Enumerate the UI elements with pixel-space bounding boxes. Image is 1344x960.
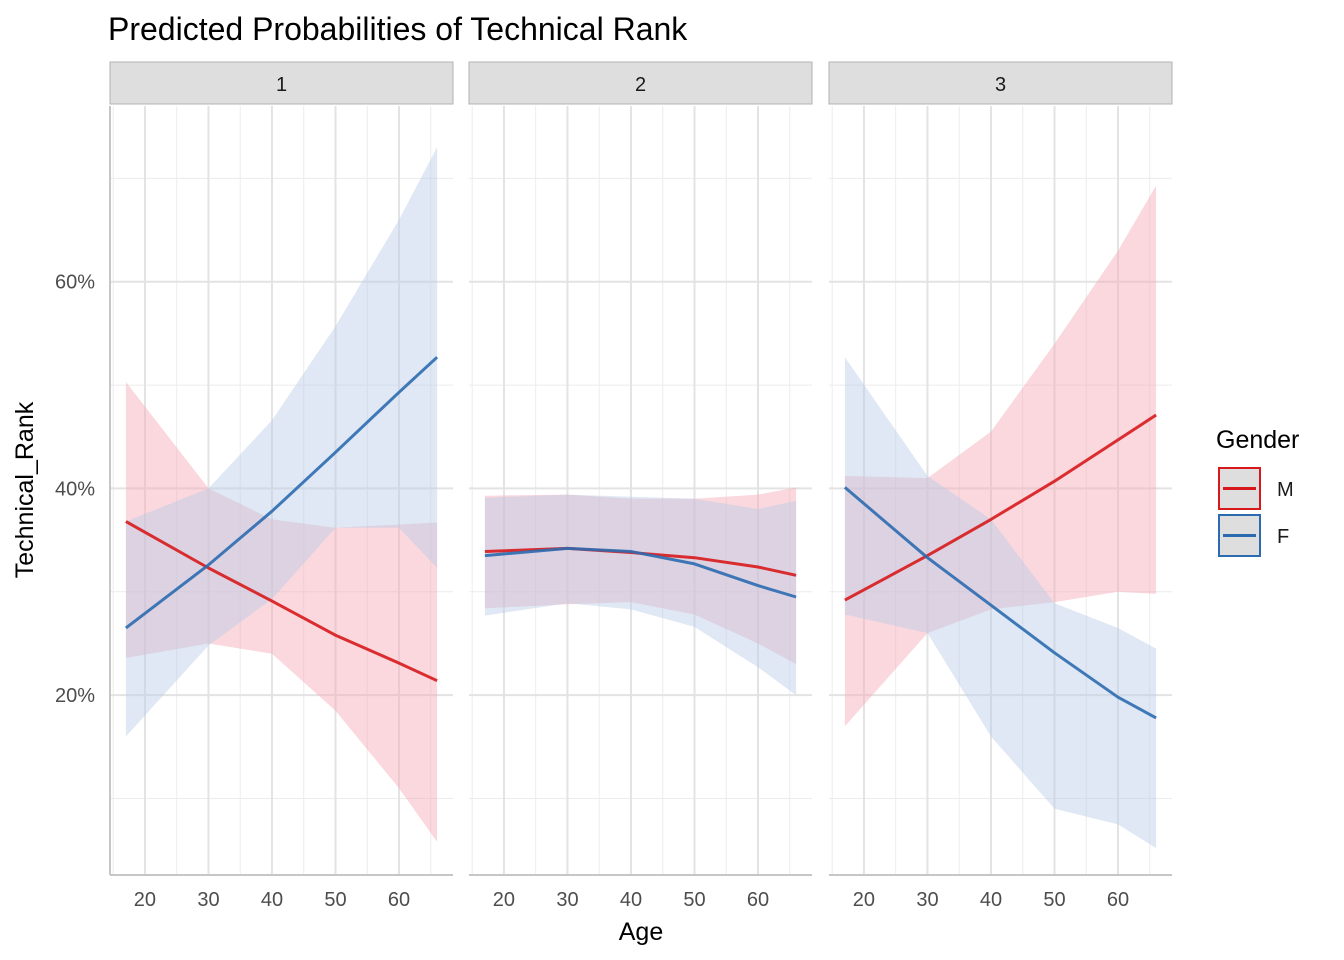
x-tick-label: 20 (134, 889, 156, 911)
series-line-F (124, 356, 439, 630)
facet-strip (468, 61, 813, 105)
legend: Gender M F (1216, 426, 1299, 557)
y-tick-label: 60% (55, 272, 95, 294)
confidence-band-M (125, 382, 438, 842)
legend-label: F (1277, 526, 1289, 548)
legend-item-F: F (1218, 514, 1289, 557)
facet-panel-3: 3 20 30 40 50 60 (828, 61, 1173, 911)
x-tick-label: 20 (853, 889, 875, 911)
x-tick-label: 60 (747, 889, 769, 911)
x-tick-label: 40 (261, 889, 283, 911)
confidence-band-M (484, 487, 797, 665)
chart-title: Predicted Probabilities of Technical Ran… (108, 11, 688, 47)
facet-panel-2: 2 20 30 40 50 60 (468, 61, 813, 911)
legend-item-M: M (1218, 467, 1294, 510)
series-line-M (844, 413, 1157, 602)
y-tick-label: 40% (55, 478, 95, 500)
confidence-band-M (844, 185, 1157, 727)
x-tick-label: 60 (1107, 889, 1129, 911)
facet-strip-label: 1 (276, 74, 287, 96)
confidence-band-F (125, 147, 438, 737)
x-tick-label: 30 (556, 889, 578, 911)
x-tick-label: 50 (324, 889, 346, 911)
y-axis-title: Technical_Rank (11, 401, 39, 578)
series-line-F (484, 546, 797, 599)
facet-panel-1: 1 20 30 40 50 60 20% 40% 60% (55, 61, 454, 911)
facet-strip (109, 61, 454, 105)
x-tick-label: 50 (683, 889, 705, 911)
x-tick-label: 30 (197, 889, 219, 911)
series-line-M (125, 520, 438, 683)
facet-panels: 1 20 30 40 50 60 20% 40% 60% 2 20 30 40 50 60 3 20 30 40 50… (55, 61, 1173, 911)
confidence-band-F (484, 494, 797, 696)
x-tick-label: 60 (388, 889, 410, 911)
facet-strip-label: 3 (995, 74, 1006, 96)
confidence-band-F (844, 357, 1157, 849)
series-line-F (843, 486, 1157, 720)
legend-title: Gender (1216, 426, 1299, 454)
x-axis-title: Age (619, 918, 663, 946)
legend-label: M (1277, 479, 1294, 501)
x-tick-label: 20 (493, 889, 515, 911)
x-tick-label: 40 (980, 889, 1002, 911)
facet-strip-label: 2 (635, 74, 646, 96)
x-tick-label: 40 (620, 889, 642, 911)
facet-strip (828, 61, 1173, 105)
x-tick-label: 50 (1043, 889, 1065, 911)
x-tick-label: 30 (916, 889, 938, 911)
y-tick-label: 20% (55, 685, 95, 707)
